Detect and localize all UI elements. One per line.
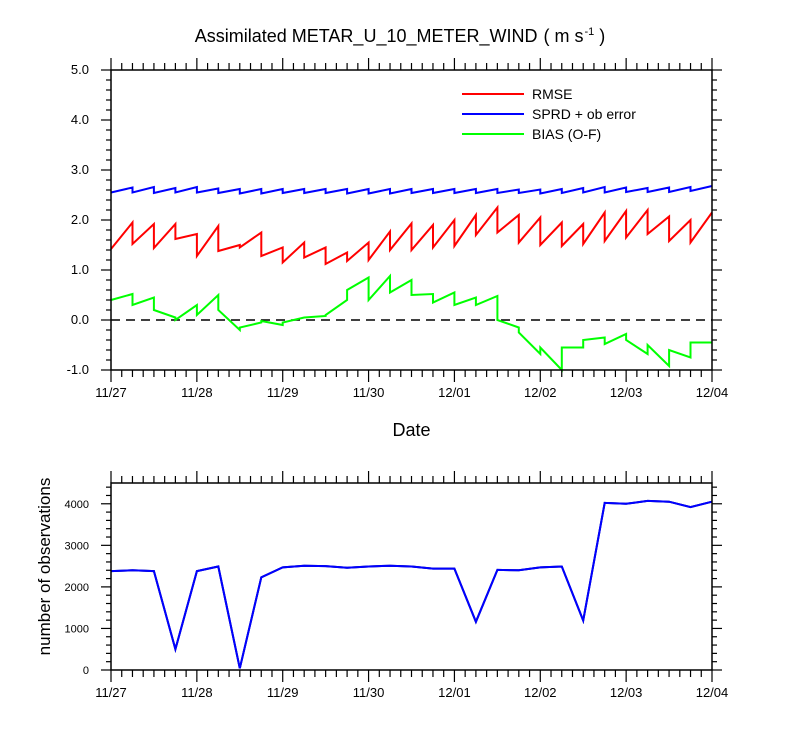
y-tick-label: 4.0 [71,112,89,127]
y-tick-label: 0 [83,665,89,677]
y-tick-label: 2.0 [71,212,89,227]
legend: RMSE SPRD + ob error BIAS (O-F) [462,86,636,142]
top-axis-ticks [101,58,722,382]
x-tick-label: 11/29 [267,385,299,400]
chart-title-units-exponent: -1 [584,26,594,38]
series-line-bias-o-f [110,273,712,373]
top-x-tick-labels: 11/27 11/28 11/29 11/30 12/01 12/02 12/03 12/04 [95,385,728,400]
bottom-plot-frame [110,482,713,671]
series-line-sprd-ob-error [110,185,713,195]
series-line-rmse [110,204,713,266]
y-tick-label: 3000 [65,540,89,552]
top-plot-frame [110,69,713,371]
chart-title-units-close: ) [594,26,605,46]
legend-label: BIAS (O-F) [532,126,601,142]
chart-title-units: ( m s [543,26,583,46]
y-tick-label: 0.0 [71,312,89,327]
x-tick-label: 11/29 [267,685,299,700]
x-tick-label: 12/01 [438,385,471,400]
bottom-y-axis-label: number of observations [35,478,54,656]
y-tick-label: 4000 [65,499,89,511]
x-tick-label: 11/28 [181,685,213,700]
x-tick-label: 12/04 [696,385,729,400]
top-x-axis-label: Date [392,420,430,440]
x-tick-label: 11/27 [95,385,127,400]
legend-label: SPRD + ob error [532,106,636,122]
bottom-x-tick-labels: 11/27 11/28 11/29 11/30 12/01 12/02 12/03 12/04 [95,685,728,700]
x-tick-label: 12/03 [610,385,643,400]
chart-title: Assimilated METAR_U_10_METER_WIND( m s-1… [195,26,606,47]
x-tick-label: 11/30 [353,385,385,400]
x-tick-label: 11/30 [353,685,385,700]
top-series-lines [110,185,713,373]
series-line-obs-count-possible [110,499,713,669]
x-tick-label: 12/02 [524,385,557,400]
y-tick-label: 1000 [65,623,89,635]
x-tick-label: 12/02 [524,685,557,700]
x-tick-label: 12/01 [438,685,471,700]
y-tick-label: -1.0 [67,362,89,377]
x-tick-label: 11/27 [95,685,127,700]
bottom-series-lines [110,499,713,669]
x-tick-label: 12/03 [610,685,643,700]
legend-label: RMSE [532,86,572,102]
x-tick-label: 12/04 [696,685,729,700]
y-tick-label: 5.0 [71,62,89,77]
series-line-obs-count-used [110,499,713,669]
top-panel: -1.00.01.02.03.04.05.0 11/27 11/28 11/29 11… [67,58,728,440]
bottom-axis-ticks [101,471,722,682]
y-tick-label: 1.0 [71,262,89,277]
bottom-y-tick-labels: 0 1000 2000 3000 4000 [65,499,89,677]
chart-title-main: Assimilated METAR_U_10_METER_WIND [195,26,538,47]
bottom-panel: 0 1000 2000 3000 4000 11/27 11/28 11/29 11/30 12… [35,471,728,700]
top-y-tick-labels: -1.0 0.0 1.0 2.0 3.0 4.0 5.0 [67,62,89,377]
x-tick-label: 11/28 [181,385,213,400]
y-tick-label: 2000 [65,582,89,594]
y-tick-label: 3.0 [71,162,89,177]
